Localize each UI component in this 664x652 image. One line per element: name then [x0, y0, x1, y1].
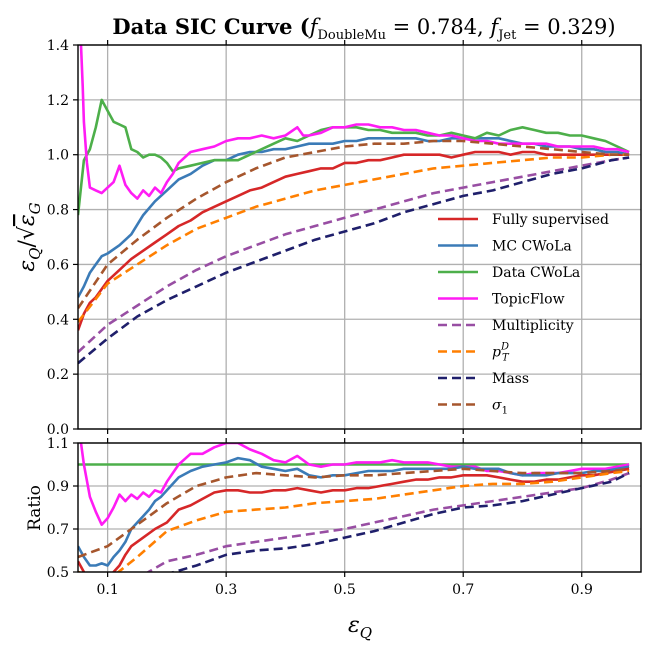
chart-legend: Fully supervised MC CWoLa Data CWoLa TopicF… [438, 212, 609, 417]
upper-series-topicflow [79, 45, 630, 200]
upper-y-axis-label-text: εQ/√εG [15, 202, 44, 271]
xlabel-sub-q: Q [360, 624, 372, 642]
upper-y-tick-label: 0.0 [47, 422, 69, 438]
legend-label: TopicFlow [492, 292, 565, 308]
chart-title-main: Data SIC Curve ( [112, 14, 309, 39]
legend-label: Fully supervised [492, 212, 609, 228]
title-f-symbol-1: f [308, 15, 321, 39]
title-eq-2: = 0.329) [516, 15, 615, 39]
upper-panel-frame [77, 44, 642, 430]
upper-panel-ticks: 0.0 0.2 0.4 0.6 0.8 1.0 1.2 1.4 [47, 38, 583, 438]
upper-series-data-cwola [78, 98, 630, 216]
chart-title: Data SIC Curve (fDoubleMu = 0.784, fJet … [112, 14, 615, 43]
x-tick-label: 0.1 [96, 582, 118, 598]
title-subscript-jet: Jet [496, 28, 517, 43]
lower-series--1 [78, 467, 630, 559]
legend-label: Mass [492, 371, 529, 387]
upper-series-multiplicity [78, 156, 630, 354]
x-axis-label: εQ [348, 613, 372, 642]
lower-panel-ticks: 0.1 0.3 0.5 0.7 0.9 0.5 0.7 0.9 1.1 [47, 436, 593, 598]
title-f-symbol-2: f [488, 15, 501, 39]
legend-label: Data CWoLa [492, 265, 580, 281]
lower-series-p-t-d [78, 469, 630, 572]
upper-y-tick-label: 1.2 [47, 93, 69, 109]
title-eq-1: = 0.784, [386, 15, 490, 39]
lower-series-topicflow [79, 443, 630, 526]
lower-y-tick-label: 1.1 [47, 436, 69, 452]
lower-y-tick-label: 0.5 [47, 565, 69, 581]
lower-panel-series [78, 443, 630, 572]
x-tick-label: 0.9 [571, 582, 593, 598]
ylabel-sub-q: Q [26, 248, 44, 260]
upper-y-tick-label: 0.6 [47, 257, 69, 273]
upper-series-fully-supervised [78, 150, 630, 331]
upper-y-tick-label: 1.4 [47, 38, 69, 54]
legend-label: σ1 [492, 398, 508, 417]
upper-y-tick-label: 0.8 [47, 203, 69, 219]
legend-label: Multiplicity [492, 318, 574, 334]
lower-series-multiplicity [145, 471, 630, 572]
upper-series--1 [78, 139, 630, 310]
lower-series-fully-supervised [78, 467, 630, 572]
legend-label: MC CWoLa [492, 239, 572, 255]
ylabel-slash: /√ [15, 225, 40, 247]
ylabel-sub-g: G [26, 202, 44, 214]
x-tick-label: 0.5 [334, 582, 356, 598]
lower-y-tick-label: 0.7 [47, 522, 69, 538]
lower-y-tick-label: 0.9 [47, 479, 69, 495]
lower-y-axis-label: Ratio [25, 485, 45, 531]
upper-series-mass [78, 156, 630, 365]
upper-y-tick-label: 1.0 [47, 148, 69, 164]
upper-series-p-t-d [78, 153, 630, 323]
upper-panel-series [78, 45, 630, 365]
upper-panel-grid [78, 44, 641, 430]
upper-y-tick-label: 0.4 [47, 312, 69, 328]
upper-y-axis-label: εQ/√εG [15, 202, 44, 271]
lower-panel-frame [77, 442, 642, 573]
title-subscript-doublemu: DoubleMu [318, 28, 386, 43]
upper-y-tick-label: 0.2 [47, 367, 69, 383]
x-tick-label: 0.7 [452, 582, 474, 598]
lower-series-mass [169, 471, 630, 572]
ylabel-eps-g: ε [15, 214, 40, 226]
legend-label: pD T [492, 342, 510, 364]
x-tick-label: 0.3 [215, 582, 237, 598]
